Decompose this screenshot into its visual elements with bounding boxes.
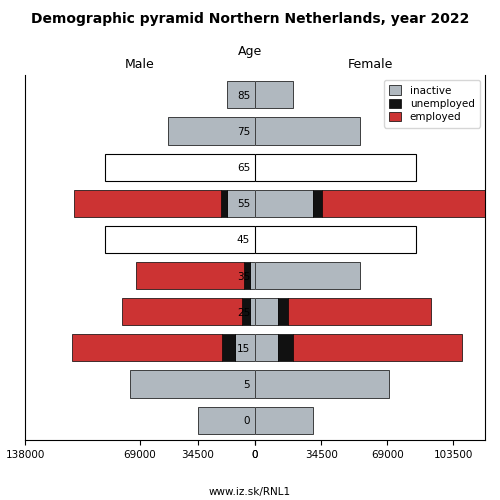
Bar bbox=[312, 190, 322, 217]
Bar bbox=[242, 298, 250, 326]
Bar bbox=[250, 262, 255, 289]
Bar bbox=[255, 334, 278, 361]
Text: Demographic pyramid Northern Netherlands, year 2022: Demographic pyramid Northern Netherlands… bbox=[31, 12, 469, 26]
Bar bbox=[294, 334, 462, 361]
Bar bbox=[255, 370, 389, 398]
Bar bbox=[105, 154, 255, 180]
Bar bbox=[226, 190, 255, 217]
Bar bbox=[198, 406, 255, 434]
Bar bbox=[105, 226, 255, 253]
Bar bbox=[226, 82, 255, 108]
Bar bbox=[278, 298, 287, 326]
Bar bbox=[322, 190, 485, 217]
Bar bbox=[255, 82, 294, 108]
Bar bbox=[278, 334, 293, 361]
Bar bbox=[122, 298, 242, 326]
Text: Age: Age bbox=[238, 44, 262, 58]
Bar bbox=[255, 226, 416, 253]
Bar bbox=[255, 406, 312, 434]
Bar bbox=[250, 298, 255, 326]
Title: Female: Female bbox=[348, 58, 393, 71]
Bar bbox=[222, 334, 235, 361]
Legend: inactive, unemployed, employed: inactive, unemployed, employed bbox=[384, 80, 480, 128]
Bar bbox=[221, 190, 226, 217]
Bar bbox=[255, 154, 416, 180]
Text: www.iz.sk/RNL1: www.iz.sk/RNL1 bbox=[209, 488, 291, 498]
Bar bbox=[72, 334, 222, 361]
Bar bbox=[255, 262, 360, 289]
Bar bbox=[74, 190, 221, 217]
Bar bbox=[235, 334, 255, 361]
Bar bbox=[255, 118, 360, 144]
Bar bbox=[168, 118, 255, 144]
Bar bbox=[255, 190, 312, 217]
Title: Male: Male bbox=[125, 58, 155, 71]
Bar bbox=[255, 298, 278, 326]
Bar bbox=[130, 370, 255, 398]
Bar bbox=[136, 262, 244, 289]
Bar bbox=[288, 298, 432, 326]
Bar bbox=[244, 262, 250, 289]
